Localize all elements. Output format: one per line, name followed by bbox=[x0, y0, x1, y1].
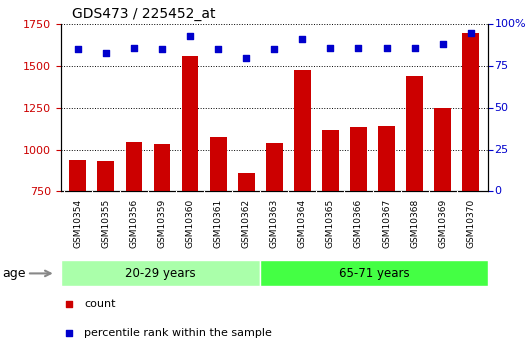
Point bbox=[354, 45, 363, 50]
Bar bbox=[182, 56, 199, 317]
Text: GSM10365: GSM10365 bbox=[326, 198, 335, 248]
Bar bbox=[238, 173, 254, 317]
Bar bbox=[126, 142, 143, 317]
Point bbox=[438, 41, 447, 47]
Bar bbox=[406, 76, 423, 317]
Text: GSM10359: GSM10359 bbox=[157, 198, 166, 248]
Text: GSM10355: GSM10355 bbox=[101, 198, 110, 248]
Bar bbox=[350, 127, 367, 317]
Bar bbox=[61, 260, 260, 286]
Bar bbox=[266, 143, 282, 317]
Text: GDS473 / 225452_at: GDS473 / 225452_at bbox=[72, 7, 215, 21]
Text: percentile rank within the sample: percentile rank within the sample bbox=[84, 328, 272, 338]
Text: GSM10360: GSM10360 bbox=[186, 198, 195, 248]
Bar bbox=[69, 160, 86, 317]
Text: 50: 50 bbox=[494, 103, 509, 113]
Point bbox=[326, 45, 334, 50]
Bar bbox=[210, 137, 226, 317]
Text: 0: 0 bbox=[494, 187, 501, 196]
Text: 75: 75 bbox=[494, 61, 509, 71]
Bar bbox=[378, 126, 395, 317]
Text: 25: 25 bbox=[494, 145, 509, 155]
Text: GSM10364: GSM10364 bbox=[298, 198, 307, 247]
Text: GSM10361: GSM10361 bbox=[214, 198, 223, 248]
Text: GSM10366: GSM10366 bbox=[354, 198, 363, 248]
Point bbox=[158, 47, 166, 52]
Point bbox=[102, 50, 110, 55]
Point bbox=[74, 47, 82, 52]
Bar bbox=[462, 32, 479, 317]
Text: GSM10362: GSM10362 bbox=[242, 198, 251, 247]
Text: 100%: 100% bbox=[494, 19, 526, 29]
Point bbox=[348, 206, 356, 212]
Text: GSM10356: GSM10356 bbox=[129, 198, 138, 248]
Text: age: age bbox=[3, 267, 26, 280]
Bar bbox=[322, 130, 339, 317]
Text: 20-29 years: 20-29 years bbox=[125, 267, 196, 280]
Point bbox=[130, 45, 138, 50]
Point bbox=[270, 47, 279, 52]
Bar bbox=[98, 161, 114, 317]
Text: GSM10368: GSM10368 bbox=[410, 198, 419, 248]
Text: GSM10363: GSM10363 bbox=[270, 198, 279, 248]
Bar bbox=[434, 108, 451, 317]
Text: GSM10367: GSM10367 bbox=[382, 198, 391, 248]
Point bbox=[466, 30, 475, 35]
Text: 65-71 years: 65-71 years bbox=[339, 267, 409, 280]
Bar bbox=[294, 70, 311, 317]
Text: GSM10354: GSM10354 bbox=[73, 198, 82, 247]
Text: GSM10369: GSM10369 bbox=[438, 198, 447, 248]
Point bbox=[298, 37, 306, 42]
Bar bbox=[154, 144, 171, 317]
Text: count: count bbox=[84, 299, 116, 309]
Point bbox=[242, 55, 251, 60]
Bar bbox=[260, 260, 488, 286]
Point bbox=[214, 47, 223, 52]
Point bbox=[186, 33, 195, 39]
Text: GSM10370: GSM10370 bbox=[466, 198, 475, 248]
Point bbox=[410, 45, 419, 50]
Point bbox=[382, 45, 391, 50]
